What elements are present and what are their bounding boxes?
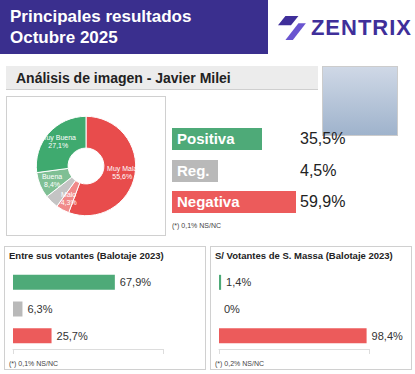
svg-text:8,4%: 8,4% (44, 181, 60, 188)
svg-text:Malo: Malo (61, 191, 76, 198)
svg-text:Muy Mala: Muy Mala (107, 165, 137, 173)
html-text:Entre sus votantes (Balotaje 2: Entre sus votantes (Balotaje 2023) (9, 250, 164, 261)
svg-text:6,3%: 6,3% (27, 303, 52, 315)
html-text:ZENTRIX: ZENTRIX (310, 15, 412, 40)
html-text:35,5%: 35,5% (300, 130, 346, 147)
svg-text:1,4%: 1,4% (226, 276, 251, 288)
html-text:Negativa: Negativa (177, 193, 240, 210)
html-text:Reg.: Reg. (177, 162, 210, 179)
svg-text:4,3%: 4,3% (61, 199, 77, 206)
html-text:59,9%: 59,9% (300, 193, 346, 210)
svg-text:55,6%: 55,6% (112, 173, 132, 180)
html-text:4,5%: 4,5% (300, 162, 337, 179)
html-text:Principales resultados: Principales resultados (10, 7, 192, 26)
svg-text:0%: 0% (224, 303, 240, 315)
svg-text:27,1%: 27,1% (48, 142, 68, 149)
svg-text:Buena: Buena (42, 173, 62, 180)
html-text:Positiva: Positiva (177, 130, 235, 147)
html-text:(*) 0,2% NS/NC: (*) 0,2% NS/NC (215, 360, 264, 367)
svg-text:98,4%: 98,4% (372, 330, 403, 342)
svg-text:67,9%: 67,9% (120, 276, 151, 288)
html-text:S/ Votantes de S. Massa (Balot: S/ Votantes de S. Massa (Balotaje 2023) (215, 250, 393, 261)
svg-text:Muy Buena: Muy Buena (41, 134, 77, 142)
html-text:Octubre 2025: Octubre 2025 (10, 28, 118, 47)
svg-text:25,7%: 25,7% (57, 330, 88, 342)
html-text:(*) 0,1% NS/NC: (*) 0,1% NS/NC (9, 360, 58, 367)
html-text:Análisis de imagen - Javier Mi: Análisis de imagen - Javier Milei (16, 70, 231, 86)
html-text:(*) 0,1% NS/NC: (*) 0,1% NS/NC (172, 222, 221, 229)
